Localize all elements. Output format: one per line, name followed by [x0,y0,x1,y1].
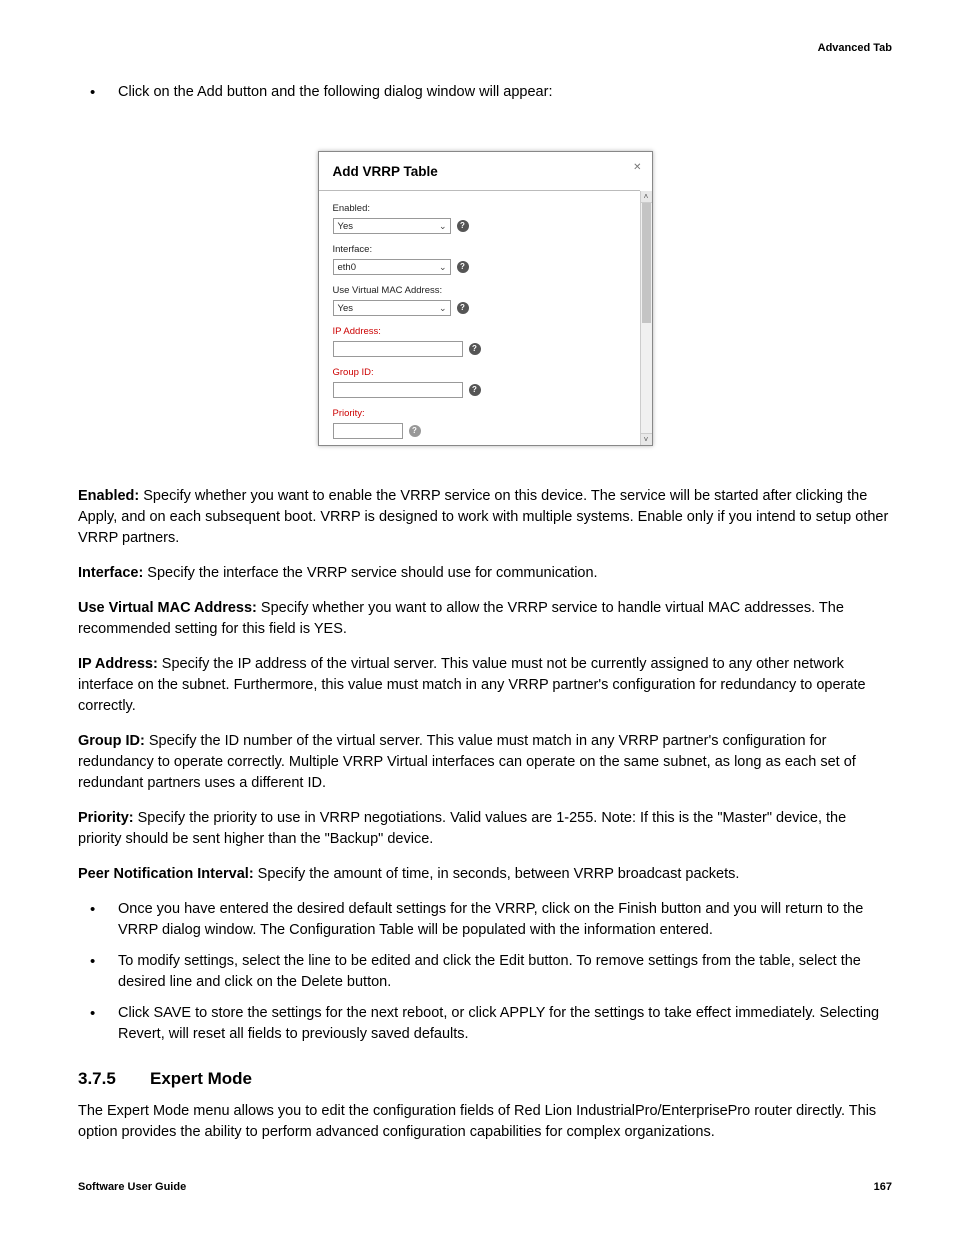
intro-bullet: Click on the Add button and the followin… [112,82,892,103]
priority-input[interactable] [333,423,403,439]
desc-groupid: Group ID: Specify the ID number of the v… [78,731,892,794]
after-bullet-2: To modify settings, select the line to b… [112,951,892,993]
enabled-value: Yes [338,221,354,232]
desc-usevmac: Use Virtual MAC Address: Specify whether… [78,598,892,640]
groupid-label: Group ID: [333,367,634,378]
section-heading: 3.7.5Expert Mode [78,1069,892,1089]
ipaddress-input[interactable] [333,341,463,357]
section-text: The Expert Mode menu allows you to edit … [78,1101,892,1143]
desc-ipaddress: IP Address: Specify the IP address of th… [78,654,892,717]
chevron-down-icon: ⌄ [439,304,447,313]
scroll-down-button[interactable]: ˅ [640,433,652,445]
interface-value: eth0 [338,262,357,273]
desc-peernotif: Peer Notification Interval: Specify the … [78,864,892,885]
desc-priority: Priority: Specify the priority to use in… [78,808,892,850]
usevmac-value: Yes [338,303,354,314]
close-icon[interactable]: ✕ [633,162,641,173]
interface-label: Interface: [333,244,634,255]
help-icon[interactable]: ? [457,220,469,232]
priority-label: Priority: [333,408,634,419]
help-icon[interactable]: ? [469,384,481,396]
interface-select[interactable]: eth0 ⌄ [333,259,451,275]
scroll-track[interactable] [640,203,652,433]
desc-interface: Interface: Specify the interface the VRR… [78,563,892,584]
usevmac-select[interactable]: Yes ⌄ [333,300,451,316]
after-bullet-3: Click SAVE to store the settings for the… [112,1003,892,1045]
ipaddress-label: IP Address: [333,326,634,337]
footer-left: Software User Guide [78,1181,186,1193]
page-header-label: Advanced Tab [818,42,892,54]
help-icon[interactable]: ? [457,261,469,273]
footer-right: 167 [874,1181,892,1193]
dialog-title: Add VRRP Table [319,152,652,187]
help-icon[interactable]: ? [409,425,421,437]
enabled-select[interactable]: Yes ⌄ [333,218,451,234]
scroll-up-button[interactable]: ˄ [640,191,652,203]
intro-paragraph: Click on the Add button and the followin… [78,82,892,103]
desc-enabled: Enabled: Specify whether you want to ena… [78,486,892,549]
help-icon[interactable]: ? [457,302,469,314]
usevmac-label: Use Virtual MAC Address: [333,285,634,296]
enabled-label: Enabled: [333,203,634,214]
chevron-down-icon: ⌄ [439,222,447,231]
scroll-thumb[interactable] [642,203,651,323]
chevron-down-icon: ⌄ [439,263,447,272]
dialog-screenshot: Add VRRP Table ✕ ˄ ˅ Enabled: Yes ⌄ ? In… [318,151,653,446]
groupid-input[interactable] [333,382,463,398]
after-bullet-1: Once you have entered the desired defaul… [112,899,892,941]
help-icon[interactable]: ? [469,343,481,355]
